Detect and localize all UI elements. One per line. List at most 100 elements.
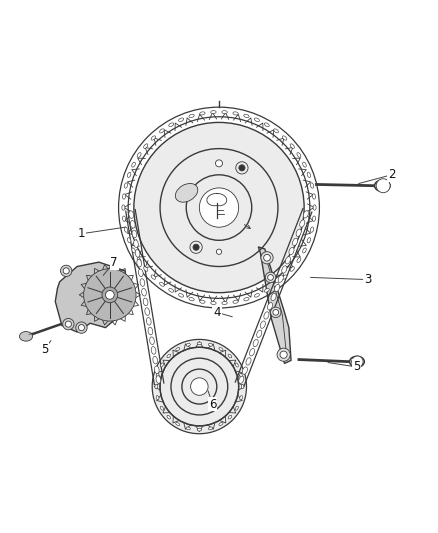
Ellipse shape	[129, 211, 134, 219]
Circle shape	[106, 290, 114, 299]
Ellipse shape	[141, 288, 146, 296]
Ellipse shape	[134, 240, 138, 247]
Ellipse shape	[271, 293, 276, 301]
Ellipse shape	[176, 348, 180, 351]
Ellipse shape	[156, 376, 161, 383]
Ellipse shape	[265, 123, 269, 127]
Ellipse shape	[244, 114, 249, 118]
Circle shape	[261, 252, 273, 264]
Ellipse shape	[219, 423, 223, 425]
Ellipse shape	[127, 172, 131, 177]
Ellipse shape	[156, 373, 159, 377]
Ellipse shape	[274, 129, 279, 133]
Text: 6: 6	[208, 398, 216, 410]
Ellipse shape	[268, 303, 272, 310]
Circle shape	[199, 188, 239, 227]
Circle shape	[191, 378, 208, 395]
Circle shape	[76, 322, 87, 333]
Ellipse shape	[137, 152, 141, 157]
Ellipse shape	[228, 354, 232, 358]
Ellipse shape	[275, 284, 280, 292]
Ellipse shape	[200, 300, 205, 303]
Ellipse shape	[246, 358, 251, 365]
Circle shape	[63, 318, 74, 330]
Ellipse shape	[153, 357, 158, 364]
Circle shape	[134, 123, 304, 293]
Ellipse shape	[244, 297, 249, 301]
Ellipse shape	[137, 257, 141, 262]
Polygon shape	[258, 247, 291, 364]
Ellipse shape	[208, 427, 213, 430]
Ellipse shape	[242, 367, 247, 374]
Ellipse shape	[197, 429, 201, 431]
Ellipse shape	[297, 152, 301, 157]
Ellipse shape	[179, 294, 184, 297]
Ellipse shape	[175, 183, 198, 202]
Ellipse shape	[137, 259, 141, 267]
Ellipse shape	[311, 227, 314, 232]
Circle shape	[102, 287, 118, 303]
Ellipse shape	[241, 384, 244, 389]
Ellipse shape	[144, 144, 148, 148]
Ellipse shape	[286, 256, 290, 264]
Ellipse shape	[169, 288, 173, 292]
Ellipse shape	[250, 349, 254, 356]
Ellipse shape	[303, 248, 306, 253]
Text: 5: 5	[41, 343, 48, 356]
Ellipse shape	[179, 118, 184, 122]
Ellipse shape	[124, 227, 127, 232]
Ellipse shape	[19, 332, 32, 341]
Ellipse shape	[312, 216, 315, 221]
Ellipse shape	[289, 247, 294, 255]
Ellipse shape	[208, 343, 213, 346]
Ellipse shape	[290, 144, 294, 148]
Ellipse shape	[146, 318, 151, 325]
Ellipse shape	[264, 312, 269, 319]
Ellipse shape	[151, 346, 156, 354]
Circle shape	[265, 272, 276, 282]
Ellipse shape	[176, 423, 180, 425]
Ellipse shape	[278, 275, 283, 282]
Ellipse shape	[132, 248, 135, 253]
Ellipse shape	[240, 395, 242, 400]
Ellipse shape	[222, 110, 227, 114]
Ellipse shape	[131, 221, 135, 228]
Circle shape	[280, 351, 287, 358]
Circle shape	[239, 165, 245, 171]
Ellipse shape	[274, 282, 279, 286]
Ellipse shape	[311, 183, 314, 188]
Ellipse shape	[211, 110, 216, 114]
Ellipse shape	[167, 415, 170, 419]
Circle shape	[63, 268, 69, 274]
Ellipse shape	[143, 298, 148, 306]
Text: 3: 3	[364, 273, 371, 286]
Circle shape	[215, 160, 223, 167]
Circle shape	[84, 269, 136, 321]
Ellipse shape	[189, 114, 194, 118]
Ellipse shape	[293, 238, 298, 246]
Ellipse shape	[254, 118, 259, 122]
Ellipse shape	[254, 294, 259, 297]
Ellipse shape	[127, 238, 131, 243]
Ellipse shape	[253, 340, 258, 346]
Ellipse shape	[307, 238, 311, 243]
Ellipse shape	[151, 275, 155, 279]
Ellipse shape	[124, 183, 127, 188]
Ellipse shape	[235, 363, 238, 367]
Ellipse shape	[283, 136, 287, 140]
Ellipse shape	[265, 288, 269, 292]
Ellipse shape	[132, 162, 135, 167]
Ellipse shape	[257, 330, 262, 337]
Ellipse shape	[240, 373, 242, 377]
Ellipse shape	[303, 162, 306, 167]
Ellipse shape	[123, 216, 126, 221]
Ellipse shape	[155, 384, 157, 389]
Circle shape	[352, 356, 363, 367]
Circle shape	[264, 254, 270, 261]
Ellipse shape	[151, 136, 155, 140]
Ellipse shape	[233, 300, 238, 303]
Text: 7: 7	[110, 256, 118, 269]
Ellipse shape	[197, 342, 201, 344]
Circle shape	[268, 274, 273, 280]
Text: 5: 5	[353, 360, 360, 374]
